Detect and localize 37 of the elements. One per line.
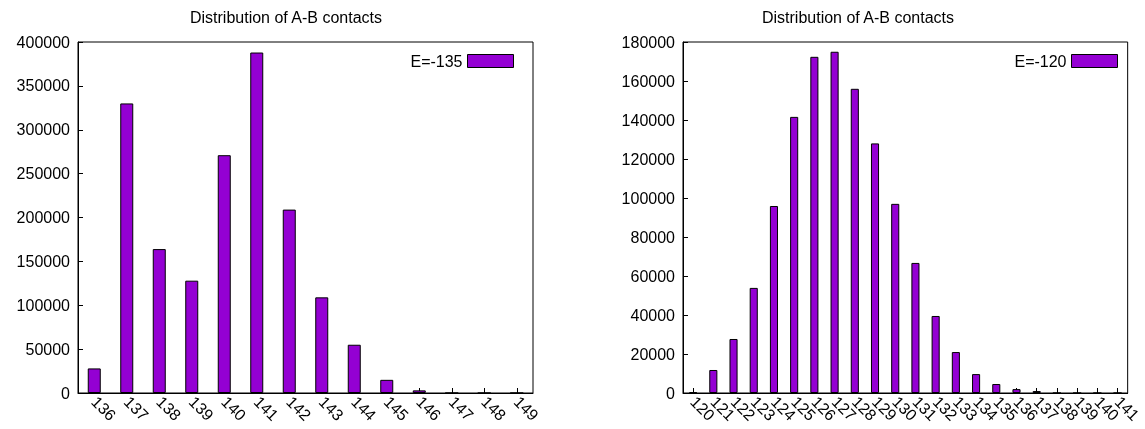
y-tick-label: 40000 (630, 306, 676, 324)
y-tick-label: 140000 (621, 111, 676, 129)
x-tick-label: 147 (445, 392, 477, 424)
y-tick-label: 20000 (630, 345, 676, 363)
y-tick-label: 150000 (16, 252, 71, 270)
x-tick-label: 148 (478, 392, 510, 424)
y-tick-label: 0 (61, 384, 71, 402)
x-tick-label: 145 (380, 392, 412, 424)
y-tick-label: 250000 (16, 165, 71, 183)
x-tick-label: 146 (413, 392, 445, 424)
y-tick-label: 300000 (16, 121, 71, 139)
x-tick-label: 139 (185, 392, 217, 424)
y-tick-label: 180000 (621, 33, 676, 51)
x-tick-label: 144 (348, 392, 380, 424)
y-tick-label: 120000 (621, 150, 676, 168)
y-tick-label: 400000 (16, 33, 71, 51)
x-tick-label: 141 (250, 392, 282, 424)
y-tick-label: 100000 (16, 296, 71, 314)
y-tick-label: 80000 (630, 228, 676, 246)
x-tick-label: 137 (120, 392, 152, 424)
x-tick-label: 143 (315, 392, 347, 424)
y-tick-label: 50000 (25, 340, 71, 358)
x-tick-label: 138 (153, 392, 185, 424)
x-tick-label: 149 (510, 392, 542, 424)
x-tick-label: 142 (283, 392, 315, 424)
x-tick-label: 136 (88, 392, 120, 424)
legend-label: E=-120 (1014, 52, 1067, 70)
y-tick-label: 0 (666, 384, 676, 402)
y-tick-label: 60000 (630, 267, 676, 285)
chart-title: Distribution of A-B contacts (189, 8, 383, 26)
legend-label: E=-135 (410, 52, 463, 70)
x-tick-label: 140 (218, 392, 250, 424)
y-tick-label: 200000 (16, 209, 71, 226)
y-tick-label: 160000 (621, 72, 676, 90)
y-tick-label: 100000 (621, 189, 676, 207)
chart-title: Distribution of A-B contacts (761, 8, 955, 26)
y-tick-label: 350000 (16, 77, 71, 95)
